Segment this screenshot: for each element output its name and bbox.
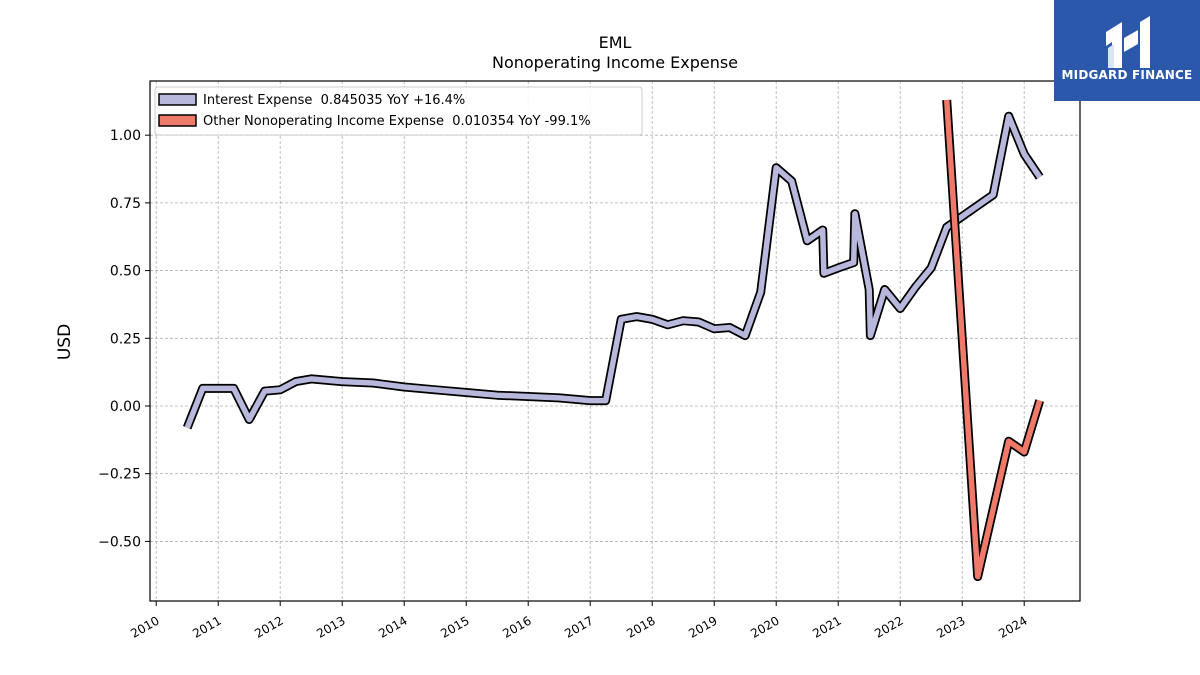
y-tick-label: 0.50 xyxy=(110,264,141,280)
x-tick-label: 2018 xyxy=(624,613,657,640)
legend-label-other-nonoperating: Other Nonoperating Income Expense 0.0103… xyxy=(203,114,591,129)
y-tick-label: 0.00 xyxy=(110,399,141,415)
chart-title: EML xyxy=(599,33,632,52)
legend: Interest Expense 0.845035 YoY +16.4% Oth… xyxy=(154,86,643,136)
x-tick-label: 2010 xyxy=(128,613,161,640)
legend-box xyxy=(154,86,643,136)
x-tick-label: 2022 xyxy=(872,613,905,640)
y-tick-label: −0.50 xyxy=(98,534,141,550)
series-line-0 xyxy=(184,113,1042,429)
y-tick-label: 1.00 xyxy=(110,128,141,144)
series-line-1 xyxy=(943,99,1043,580)
y-tick-label: −0.25 xyxy=(98,467,141,483)
y-tick-label: 0.75 xyxy=(110,196,141,212)
y-axis: −0.50 −0.25 0.00 0.25 0.50 0.75 1.00 xyxy=(98,128,150,550)
midgard-finance-logo: MIDGARD FINANCE xyxy=(1054,0,1200,101)
legend-swatch-interest-expense xyxy=(158,93,197,106)
x-tick-label: 2016 xyxy=(500,613,533,640)
y-axis-label: USD xyxy=(55,324,75,360)
x-tick-label: 2012 xyxy=(252,613,285,640)
x-tick-label: 2020 xyxy=(748,613,781,640)
chart-subtitle: Nonoperating Income Expense xyxy=(492,53,738,72)
x-tick-label: 2021 xyxy=(810,613,843,640)
x-tick-label: 2014 xyxy=(376,613,409,640)
title-group: EML Nonoperating Income Expense xyxy=(492,33,738,72)
x-tick-label: 2017 xyxy=(562,613,595,640)
x-tick-label: 2013 xyxy=(314,613,347,640)
logo-text: MIDGARD FINANCE xyxy=(1061,68,1193,82)
x-axis: 2010 2011 2012 2013 2014 2015 2016 2017 2018 2019… xyxy=(128,601,1030,641)
x-tick-label: 2019 xyxy=(686,613,719,640)
logo-mark-icon xyxy=(1106,16,1150,68)
plot-frame xyxy=(149,80,1081,602)
series-layer xyxy=(183,99,1045,582)
y-tick-label: 0.25 xyxy=(110,331,141,347)
legend-swatch-other-nonoperating xyxy=(158,114,197,127)
x-tick-label: 2024 xyxy=(996,613,1029,640)
legend-label-interest-expense: Interest Expense 0.845035 YoY +16.4% xyxy=(203,93,465,108)
x-tick-label: 2015 xyxy=(438,613,471,640)
x-tick-label: 2011 xyxy=(190,613,223,640)
x-tick-label: 2023 xyxy=(934,613,967,640)
